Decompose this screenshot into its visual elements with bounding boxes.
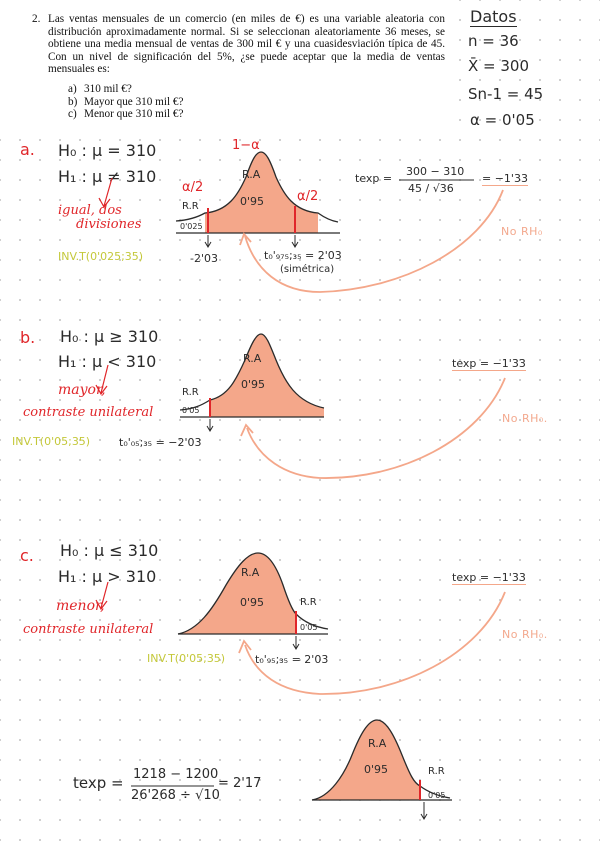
arrow-down-icon [206,419,214,432]
part-a-rr: R.R [182,201,199,212]
part-c-note1: menor, [56,598,105,614]
part-a-alpha-left: α/2 [182,180,204,195]
part-b-tail: 0'05 [182,406,200,415]
check-arrow-icon [95,581,109,611]
part-a-texp-label: texp = [355,172,393,185]
part-b-label: b. [20,328,36,347]
part-c-inv: INV.T(0'05;35) [147,652,226,665]
part-b-decision: No RH₀. [502,412,548,425]
part-a-note1: igual, dos [58,203,122,218]
part-b-t-value: t₀'₀₅;₃₅ = −2'03 [119,436,202,449]
part-d-result: = 2'17 [218,776,262,791]
part-c-decision: No RH₀. [502,628,548,641]
datos-mean: X̄ = 300 [468,57,530,75]
part-a-one-minus-alpha: 1−α [232,138,260,153]
part-b-note2: contraste unilateral [23,405,154,420]
part-a-note2: divisiones [76,217,142,232]
datos-title: Datos [470,7,517,27]
density-curve [175,151,339,223]
datos-alpha: α = 0'05 [470,111,535,129]
part-a-t-value: t₀'₉₇₅;₃₅ = 2'03 [264,249,342,262]
part-b-ra: R.A [243,352,262,365]
part-c-texp: texp = −1'33 [452,571,526,585]
option-c: c) Menor que 310 mil €? [68,108,184,121]
part-c-tail: 0'05 [300,623,318,632]
option-b: b) Mayor que 310 mil €? [68,95,184,108]
arrow-down-icon [204,235,212,248]
part-c-note2: contraste unilateral [23,622,154,637]
part-c-conf: 0'95 [240,596,265,609]
part-b-conf: 0'95 [241,378,266,391]
density-curve [179,333,325,411]
arrow-down-icon [291,235,299,248]
part-c-rr: R.R [300,597,317,608]
problem-text: Las ventas mensuales de un comercio (en … [48,13,445,76]
arrow-down-icon [292,636,300,650]
part-a-symmetric: (simétrica) [280,264,335,275]
datos-sd: Sn-1 = 45 [468,85,544,103]
part-a-label: a. [20,140,35,159]
part-a-decision: No RH₀ [501,225,543,238]
part-a-texp-result: = −1'33 [482,172,528,186]
part-d-rr: R.R [428,766,445,777]
part-b-h0: H₀ : μ ≥ 310 [60,327,159,346]
part-a-alpha-right: α/2 [297,189,319,204]
part-a-h0: H₀ : μ = 310 [58,141,157,160]
problem-options: a) 310 mil €? b) Mayor que 310 mil €? c) Me… [68,83,183,121]
part-b-texp: texp = −1'33 [452,357,526,371]
part-c-t-value: t₀'₉₅;₃₅ = 2'03 [255,653,329,666]
part-b-h1: H₁ : μ < 310 [58,352,157,371]
part-c-label: c. [20,546,34,565]
option-a: a) 310 mil €? [68,83,132,95]
part-a-texp-den: 45 / √36 [408,182,454,195]
part-d-denominator: 26'268 ÷ √10 [131,788,220,803]
problem-number: 2. [32,13,41,25]
density-curve [177,552,329,635]
part-a-ra: R.A [242,168,261,181]
part-c-h1: H₁ : μ > 310 [58,567,157,586]
part-a-crit-left: -2'03 [190,252,218,265]
part-a-texp-num: 300 − 310 [406,165,465,178]
part-a-h1: H₁ : μ ≠ 310 [58,167,157,186]
part-d-numerator: 1218 − 1200 [133,767,219,782]
density-curve [311,719,451,801]
check-arrow-icon [98,177,113,209]
connector-arrow-icon [239,189,504,293]
part-d-tail: 0'05 [428,791,446,800]
part-b-note1: mayor, [58,382,106,398]
check-arrow-icon [95,364,109,396]
part-c-ra: R.A [241,566,260,579]
part-d-texp-label: texp = [73,774,124,792]
part-a-inv: INV.T(0'025;35) [58,250,144,263]
datos-n: n = 36 [468,32,519,50]
part-b-inv: INV.T(0'05;35) [12,435,91,448]
part-a-tail: 0'025 [180,222,203,231]
acceptance-region [205,152,318,233]
part-d-ra: R.A [368,737,387,750]
arrow-down-icon [420,802,428,820]
problem-statement: 2. Las ventas mensuales de un comercio (… [0,0,452,128]
connector-arrow-icon [238,591,506,695]
connector-arrow-icon [240,377,506,479]
acceptance-region [210,334,324,417]
part-d-conf: 0'95 [364,763,389,776]
part-c-h0: H₀ : μ ≤ 310 [60,541,159,560]
part-a-conf: 0'95 [240,195,265,208]
part-b-rr: R.R [182,387,199,398]
